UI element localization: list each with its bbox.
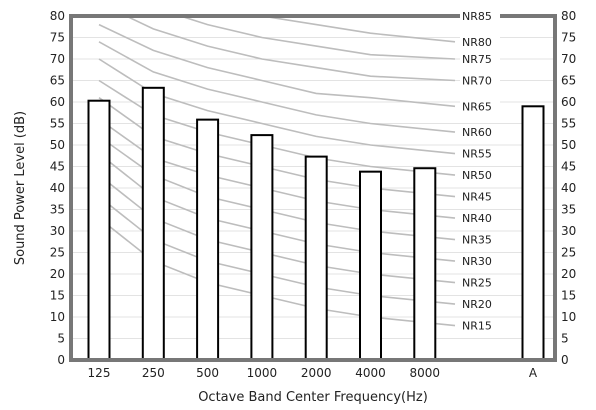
nr-label-nr65: NR65 bbox=[462, 100, 492, 113]
nr-label-nr55: NR55 bbox=[462, 148, 492, 161]
bar-a bbox=[521, 105, 545, 361]
y-tick-label-left: 50 bbox=[50, 138, 65, 152]
nr-label-bg bbox=[460, 232, 500, 247]
bar-125 bbox=[87, 99, 111, 362]
y-tick-label-right: 65 bbox=[561, 74, 576, 88]
y-tick-label-right: 55 bbox=[561, 117, 576, 131]
y-tick-label-left: 5 bbox=[57, 332, 65, 346]
x-tick-label: 125 bbox=[88, 366, 111, 380]
nr-label-bg bbox=[460, 297, 500, 312]
y-tick-label-right: 0 bbox=[561, 353, 569, 367]
y-tick-label-right: 20 bbox=[561, 267, 576, 281]
bar-8000 bbox=[413, 167, 437, 361]
nr-label-bg bbox=[460, 125, 500, 140]
y-tick-label-left: 40 bbox=[50, 181, 65, 195]
nr-label-bg bbox=[460, 52, 500, 66]
nr-label-nr80: NR80 bbox=[462, 36, 492, 49]
y-tick-label-left: 15 bbox=[50, 289, 65, 303]
nr-curve-nr85 bbox=[439, 16, 455, 17]
y-tick-label-left: 0 bbox=[57, 353, 65, 367]
nr-curve-nr75 bbox=[177, 16, 456, 60]
x-tick-label: 8000 bbox=[410, 366, 441, 380]
y-tick-label-left: 10 bbox=[50, 310, 65, 324]
nr-label-bg bbox=[460, 189, 500, 204]
bar-250 bbox=[141, 86, 165, 361]
nr-label-bg bbox=[460, 275, 500, 290]
x-axis-title: Octave Band Center Frequency(Hz) bbox=[198, 390, 428, 405]
y-tick-label-left: 70 bbox=[50, 52, 65, 66]
y-tick-label-left: 75 bbox=[50, 31, 65, 45]
x-tick-label: 2000 bbox=[301, 366, 332, 380]
y-tick-label-left: 35 bbox=[50, 203, 65, 217]
x-tick-label: A bbox=[529, 366, 538, 380]
nr-label-bg bbox=[460, 254, 500, 269]
y-tick-label-right: 35 bbox=[561, 203, 576, 217]
y-tick-label-left: 55 bbox=[50, 117, 65, 131]
nr-curve-nr65 bbox=[98, 23, 456, 108]
nr-label-nr20: NR20 bbox=[462, 298, 492, 311]
nr-curve-nr70 bbox=[124, 16, 456, 82]
y-tick-label-right: 25 bbox=[561, 246, 576, 260]
nr-label-bg bbox=[460, 73, 500, 88]
nr-label-nr40: NR40 bbox=[462, 212, 492, 225]
y-tick-label-right: 50 bbox=[561, 138, 576, 152]
nr-label-bg bbox=[460, 34, 500, 49]
nr-label-bg bbox=[460, 9, 500, 23]
y-tick-label-right: 30 bbox=[561, 224, 576, 238]
y-tick-label-left: 60 bbox=[50, 95, 65, 109]
x-tick-label: 250 bbox=[142, 366, 165, 380]
nr-label-nr35: NR35 bbox=[462, 234, 492, 247]
nr-label-nr25: NR25 bbox=[462, 277, 492, 290]
bar-500 bbox=[196, 118, 220, 361]
nr-label-nr85: NR85 bbox=[462, 10, 492, 23]
bar-1000 bbox=[250, 134, 274, 361]
nr-label-nr50: NR50 bbox=[462, 169, 492, 182]
nr-label-nr45: NR45 bbox=[462, 191, 492, 204]
y-tick-label-right: 5 bbox=[561, 332, 569, 346]
nr-curve-nr80 bbox=[258, 16, 456, 43]
nr-label-nr15: NR15 bbox=[462, 320, 492, 333]
y-tick-label-left: 65 bbox=[50, 74, 65, 88]
nr-label-bg bbox=[460, 168, 500, 183]
nr-label-bg bbox=[460, 211, 500, 226]
y-tick-label-left: 80 bbox=[50, 9, 65, 23]
nr-label-bg bbox=[460, 318, 500, 333]
plot-frame bbox=[69, 14, 557, 362]
y-tick-label-right: 80 bbox=[561, 9, 576, 23]
y-tick-label-right: 60 bbox=[561, 95, 576, 109]
nr-label-nr30: NR30 bbox=[462, 255, 492, 268]
y-tick-label-left: 20 bbox=[50, 267, 65, 281]
y-tick-label-right: 75 bbox=[561, 31, 576, 45]
y-tick-label-right: 40 bbox=[561, 181, 576, 195]
y-tick-label-left: 30 bbox=[50, 224, 65, 238]
y-tick-label-left: 25 bbox=[50, 246, 65, 260]
y-tick-label-right: 15 bbox=[561, 289, 576, 303]
nr-curve-nr60 bbox=[98, 41, 456, 133]
nr-label-bg bbox=[460, 99, 500, 114]
y-axis-title: Sound Power Level (dB) bbox=[13, 111, 28, 265]
y-tick-label-right: 45 bbox=[561, 160, 576, 174]
bar-4000 bbox=[359, 170, 382, 361]
y-tick-label-right: 70 bbox=[561, 52, 576, 66]
x-tick-label: 500 bbox=[196, 366, 219, 380]
y-tick-label-right: 10 bbox=[561, 310, 576, 324]
nr-label-nr70: NR70 bbox=[462, 75, 492, 88]
nr-label-nr60: NR60 bbox=[462, 126, 492, 139]
x-tick-label: 4000 bbox=[355, 366, 386, 380]
x-tick-label: 1000 bbox=[247, 366, 278, 380]
y-tick-label-left: 45 bbox=[50, 160, 65, 174]
nr-label-nr75: NR75 bbox=[462, 53, 492, 66]
nr-label-bg bbox=[460, 146, 500, 161]
bar-2000 bbox=[304, 155, 328, 361]
